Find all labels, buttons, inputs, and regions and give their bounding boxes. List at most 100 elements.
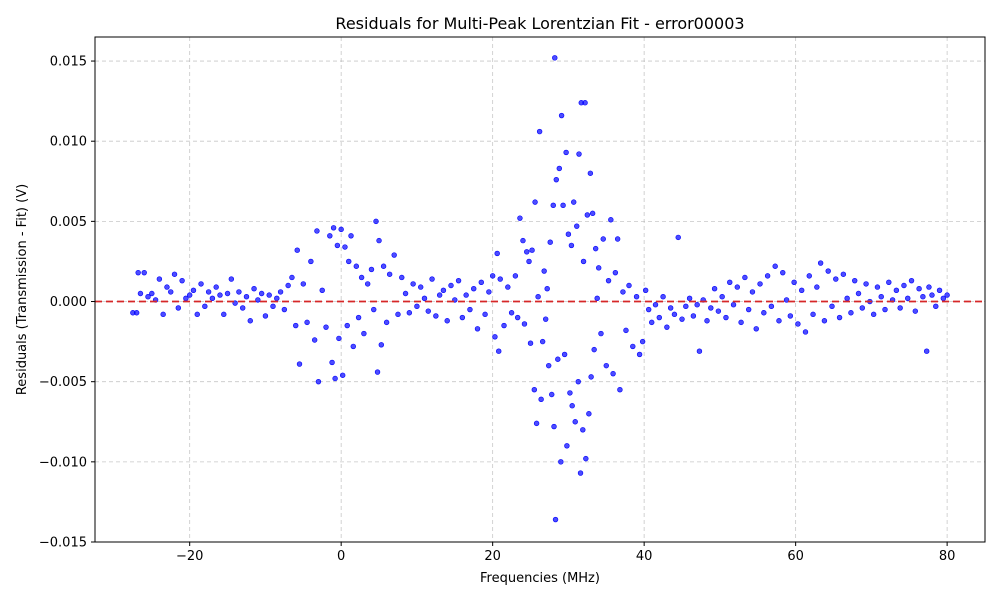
data-point	[734, 284, 741, 290]
data-point	[567, 390, 573, 396]
data-point	[848, 310, 854, 316]
data-point	[791, 279, 797, 285]
data-point	[656, 314, 662, 321]
data-point	[582, 100, 588, 106]
data-point	[576, 151, 582, 157]
data-point	[410, 281, 416, 287]
data-point	[544, 286, 550, 292]
data-point	[912, 308, 919, 314]
data-point	[455, 277, 462, 284]
data-point	[727, 279, 733, 285]
data-point	[844, 295, 850, 302]
data-point	[569, 403, 575, 409]
data-point	[294, 247, 300, 253]
data-point	[882, 306, 888, 313]
data-point	[293, 322, 299, 329]
data-points	[130, 55, 950, 523]
data-point	[595, 265, 602, 271]
data-point	[133, 310, 140, 316]
data-point	[474, 326, 481, 332]
data-point	[339, 372, 346, 378]
data-point	[649, 319, 655, 326]
data-point	[308, 258, 314, 265]
data-point	[768, 303, 775, 310]
data-point	[536, 128, 543, 135]
data-point	[202, 303, 208, 310]
data-point	[675, 234, 681, 241]
data-point	[209, 295, 216, 302]
data-point	[645, 306, 652, 313]
data-point	[594, 295, 600, 302]
data-point	[901, 282, 907, 289]
data-point	[277, 289, 284, 295]
data-point	[380, 263, 387, 269]
data-point	[920, 294, 926, 300]
data-point	[660, 294, 666, 300]
data-point	[459, 314, 466, 321]
data-point	[190, 287, 197, 293]
data-point	[494, 250, 500, 257]
x-tick-label: 60	[787, 549, 804, 564]
data-point	[300, 281, 306, 287]
data-point	[936, 287, 943, 293]
data-point	[329, 359, 335, 366]
data-point	[471, 286, 477, 292]
data-point	[825, 268, 831, 274]
data-point	[171, 271, 178, 277]
data-point	[711, 286, 718, 292]
data-point	[568, 242, 575, 249]
data-point	[555, 356, 561, 362]
data-point	[870, 311, 877, 318]
data-point	[617, 387, 623, 393]
y-tick-label: −0.015	[39, 536, 87, 551]
data-point	[330, 225, 337, 231]
data-point	[217, 292, 223, 298]
data-point	[745, 306, 752, 313]
data-point	[486, 289, 492, 295]
y-tick-label: 0.005	[50, 215, 87, 230]
data-point	[497, 276, 503, 282]
data-point	[383, 319, 390, 326]
data-point	[577, 470, 584, 476]
data-point	[535, 294, 541, 300]
data-point	[916, 286, 922, 292]
data-point	[580, 258, 587, 265]
data-point	[572, 419, 578, 425]
data-point	[436, 292, 443, 298]
data-point	[836, 314, 843, 321]
data-point	[584, 212, 591, 218]
data-point	[361, 330, 367, 337]
data-point	[742, 274, 748, 281]
data-point	[281, 306, 288, 313]
data-point	[664, 324, 670, 330]
data-point	[467, 306, 473, 313]
chart-title: Residuals for Multi-Peak Lorentzian Fit …	[335, 14, 744, 33]
data-point	[549, 391, 555, 398]
data-point	[374, 369, 381, 375]
data-point	[642, 287, 649, 293]
data-point	[319, 287, 325, 293]
data-point	[478, 279, 484, 285]
data-point	[145, 294, 151, 300]
data-point	[893, 287, 900, 293]
data-point	[933, 303, 939, 310]
data-point	[626, 282, 632, 289]
data-point	[753, 326, 759, 332]
data-point	[571, 199, 577, 205]
data-point	[386, 271, 393, 277]
data-point	[368, 266, 375, 273]
data-point	[855, 290, 862, 297]
data-point	[296, 361, 303, 367]
x-tick-label: 0	[337, 549, 345, 564]
data-point	[829, 303, 835, 310]
data-point	[905, 295, 911, 302]
data-point	[667, 305, 674, 311]
data-point	[589, 210, 596, 217]
data-point	[614, 236, 621, 242]
data-point	[429, 276, 435, 282]
data-point	[529, 247, 535, 253]
data-point	[274, 295, 280, 302]
data-point	[160, 311, 166, 318]
data-point	[194, 311, 200, 318]
data-point	[444, 318, 450, 324]
